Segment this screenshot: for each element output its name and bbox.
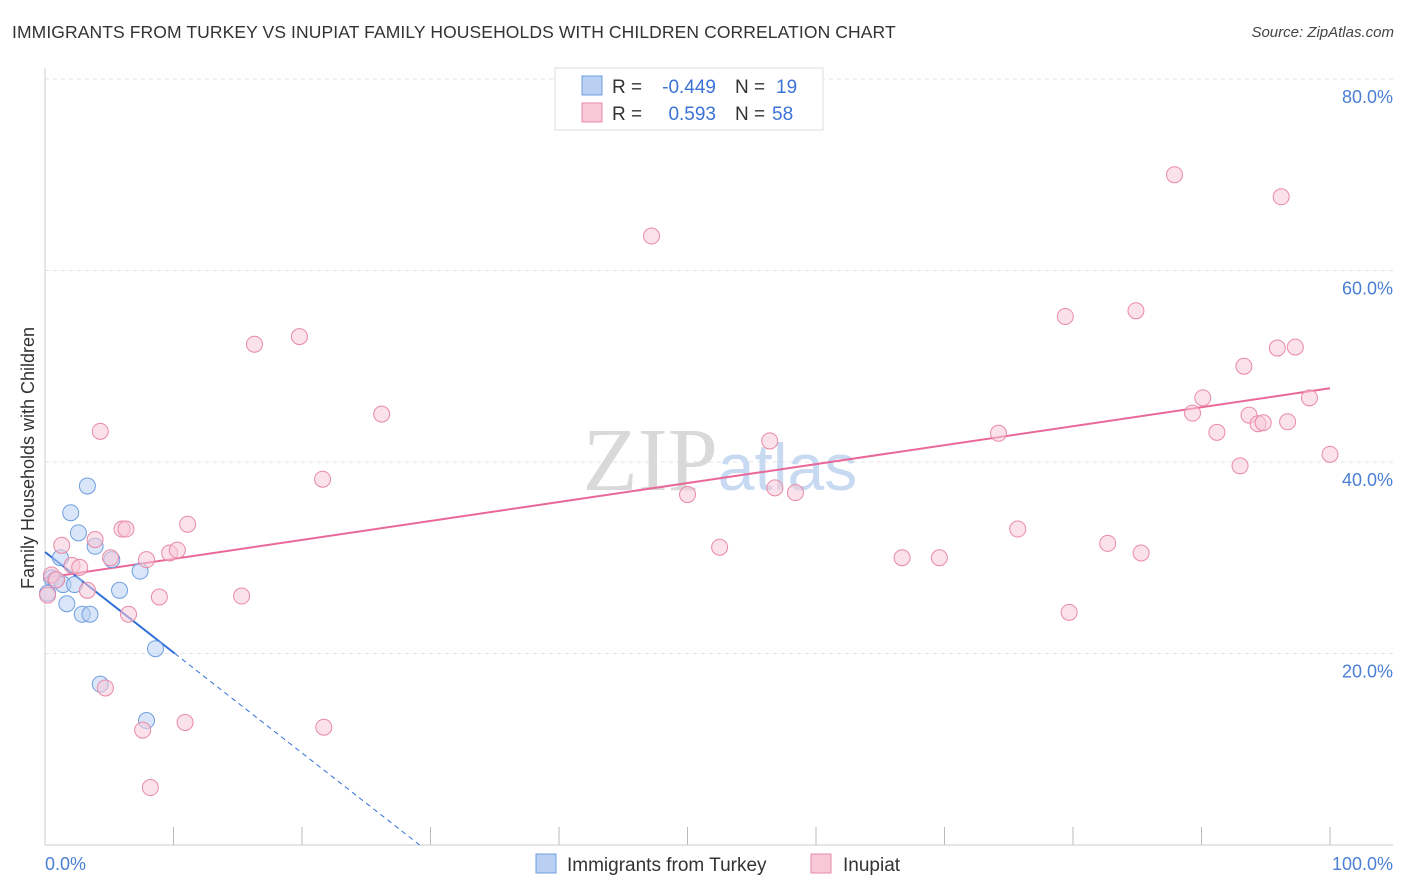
inupiat-trendline: [44, 387, 1331, 579]
inupiat-point: [78, 581, 96, 599]
inupiat-point: [71, 558, 89, 576]
n-value: 19: [776, 77, 797, 98]
inupiat-point: [1231, 457, 1249, 475]
inupiat-point: [1194, 389, 1212, 407]
r-value: -0.449: [662, 77, 716, 98]
inupiat-point: [373, 405, 391, 423]
inupiat-point: [48, 571, 66, 589]
inupiat-point: [168, 541, 186, 559]
inupiat-point: [1321, 445, 1339, 463]
legend-swatch-inupiat: [581, 102, 603, 123]
y-tick-label: 80.0%: [1342, 87, 1393, 107]
source-label: Source: ZipAtlas.com: [1251, 24, 1394, 41]
inupiat-point: [1300, 389, 1318, 407]
inupiat-point: [1235, 357, 1253, 375]
y-axis-label: Family Households with Children: [18, 327, 38, 589]
inupiat-point: [679, 486, 696, 504]
inupiat-point: [1286, 338, 1304, 356]
bottom-legend: Immigrants from Turkey Inupiat: [535, 853, 901, 876]
inupiat-point: [1268, 339, 1286, 357]
legend-swatch-turkey: [581, 75, 603, 96]
watermark: ZIPatlas: [583, 411, 857, 510]
x-tick-label: 100.0%: [1332, 854, 1393, 874]
inupiat-point: [1009, 520, 1027, 538]
turkey-trendline-extension: [174, 653, 421, 846]
inupiat-point: [117, 520, 135, 538]
turkey-point: [62, 504, 80, 522]
legend-label-turkey: Immigrants from Turkey: [567, 855, 767, 876]
inupiat-point: [1099, 534, 1117, 552]
inupiat-point: [179, 515, 197, 533]
chart-title: IMMIGRANTS FROM TURKEY VS INUPIAT FAMILY…: [12, 22, 896, 42]
inupiat-point: [120, 605, 138, 623]
turkey-point: [69, 524, 87, 542]
inupiat-point: [1208, 423, 1226, 441]
inupiat-point: [102, 549, 120, 567]
y-tick-label: 60.0%: [1342, 279, 1393, 299]
inupiat-point: [930, 549, 948, 567]
r-label: R =: [612, 104, 642, 125]
turkey-point: [111, 581, 129, 599]
inupiat-point: [314, 470, 332, 488]
inupiat-point: [711, 538, 729, 556]
stats-legend: R = -0.449 N = 19 R = 0.593 N = 58: [554, 67, 824, 131]
inupiat-point: [1166, 166, 1184, 184]
inupiat-point: [1272, 188, 1290, 206]
n-value: 58: [772, 104, 793, 125]
n-label: N =: [735, 77, 765, 98]
x-tick-label: 0.0%: [45, 854, 86, 874]
inupiat-point: [141, 779, 159, 797]
inupiat-point: [1056, 307, 1074, 325]
inupiat-point: [786, 484, 804, 502]
inupiat-point: [86, 531, 104, 549]
inupiat-point: [53, 536, 71, 554]
inupiat-point: [315, 718, 333, 736]
inupiat-point: [1254, 414, 1272, 432]
inupiat-point: [893, 549, 911, 567]
inupiat-point: [176, 713, 194, 731]
inupiat-point: [1127, 302, 1145, 320]
inupiat-point: [138, 551, 156, 569]
r-value: 0.593: [668, 104, 716, 125]
inupiat-point: [245, 335, 263, 353]
inupiat-point: [1060, 603, 1078, 621]
legend-swatch-inupiat: [810, 853, 832, 874]
turkey-point: [58, 595, 76, 613]
legend-label-inupiat: Inupiat: [843, 855, 901, 876]
inupiat-point: [91, 422, 109, 440]
y-tick-label: 20.0%: [1342, 662, 1393, 682]
inupiat-point: [643, 227, 661, 245]
n-label: N =: [735, 104, 765, 125]
inupiat-point: [989, 424, 1007, 442]
inupiat-point: [134, 721, 152, 739]
r-label: R =: [612, 77, 642, 98]
legend-swatch-turkey: [535, 853, 557, 874]
y-tick-label: 40.0%: [1342, 470, 1393, 490]
turkey-point: [81, 605, 99, 623]
inupiat-point: [290, 328, 308, 346]
inupiat-point: [761, 432, 779, 450]
turkey-point: [78, 477, 96, 495]
inupiat-point: [233, 587, 251, 605]
inupiat-point: [96, 679, 114, 697]
inupiat-point: [1279, 413, 1297, 431]
inupiat-point: [39, 586, 57, 604]
turkey-point: [147, 640, 165, 658]
inupiat-point: [1132, 544, 1150, 562]
inupiat-point: [766, 479, 784, 497]
inupiat-point: [150, 588, 168, 606]
inupiat-point: [1184, 404, 1202, 422]
